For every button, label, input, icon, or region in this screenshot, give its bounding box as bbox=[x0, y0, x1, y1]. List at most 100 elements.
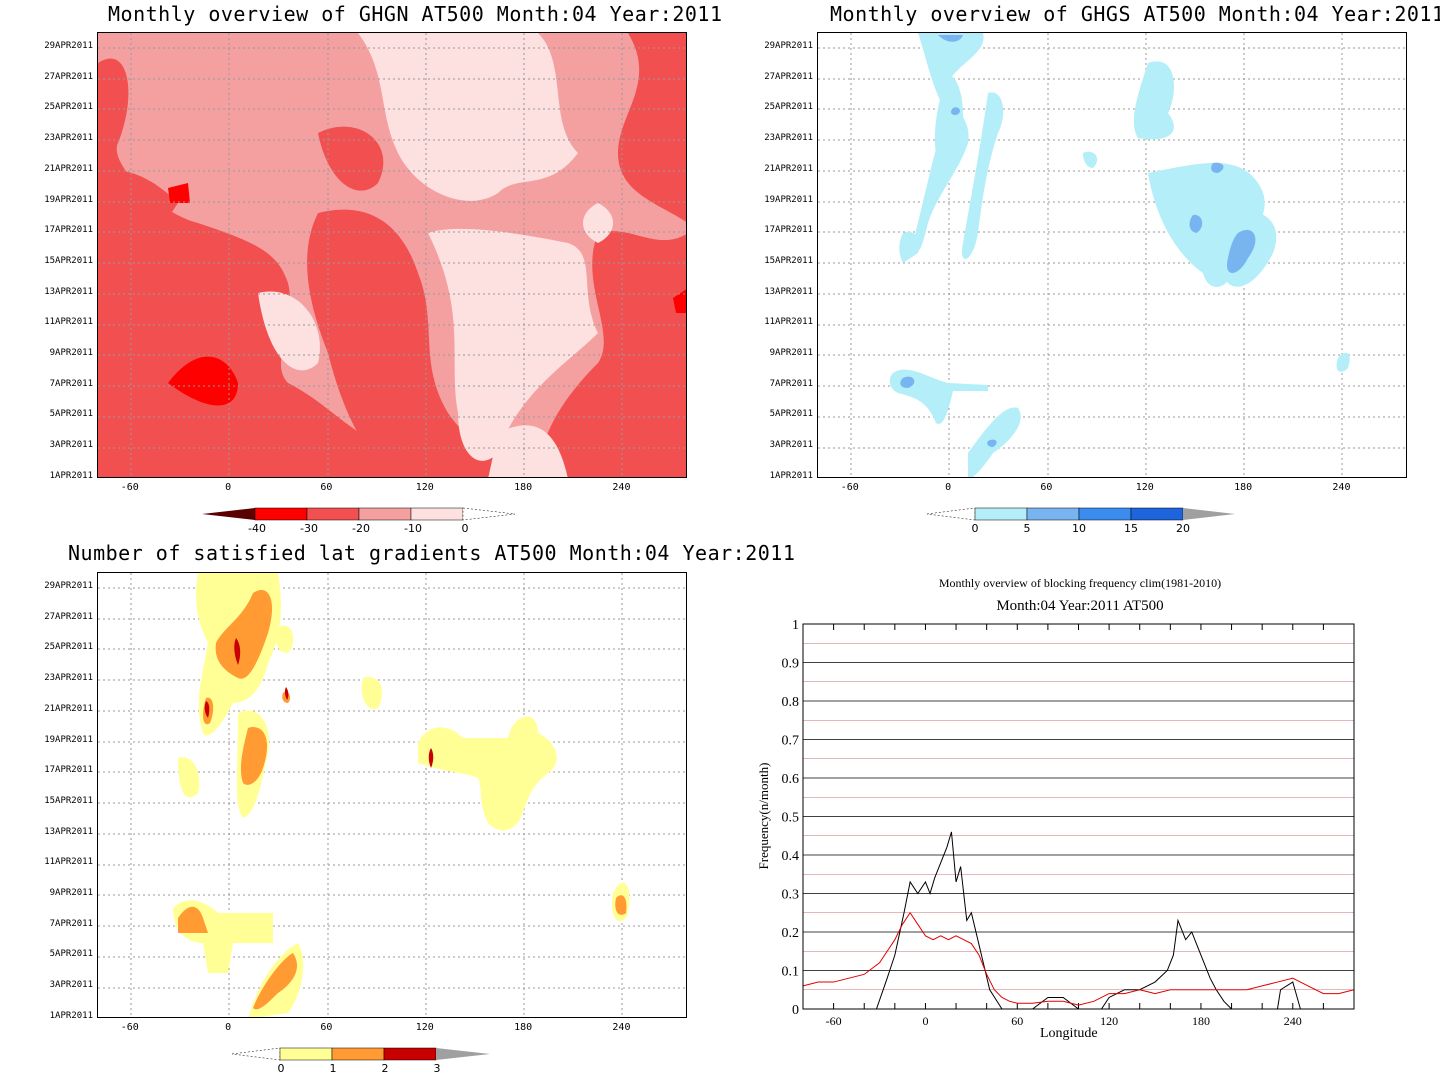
ghgn-x-tick-label: 120 bbox=[415, 482, 434, 493]
line-chart-y-tick-label: 0.4 bbox=[782, 849, 800, 864]
gradients-x-tick-label: 120 bbox=[415, 1022, 434, 1033]
line-chart-x-tick-label: -60 bbox=[826, 1014, 842, 1028]
gradients-colorbar bbox=[231, 1047, 490, 1061]
gradients-x-tick-label: 60 bbox=[320, 1022, 333, 1033]
ghgn-y-tick-label: 1APR2011 bbox=[49, 470, 93, 481]
ghgs-y-tick-label: 19APR2011 bbox=[764, 194, 813, 205]
ghgs-x-tick-label: 180 bbox=[1234, 482, 1253, 493]
line-chart: -60 0 60 120 180 240 0 0.1 0.2 0.3 0.4 0.5 0.6 0.7 0.8… bbox=[782, 618, 1355, 1028]
ghgs-cb-label-3: 15 bbox=[1124, 522, 1138, 535]
gradients-y-tick-label: 13APR2011 bbox=[44, 826, 93, 837]
line-chart-xlabel: Longitude bbox=[1040, 1026, 1098, 1041]
gradients-x-tick-label: 180 bbox=[514, 1022, 533, 1033]
ghgn-x-tick-label: 60 bbox=[320, 482, 333, 493]
ghgs-x-tick-label: -60 bbox=[840, 482, 859, 493]
ghgs-colorbar bbox=[926, 507, 1235, 521]
gradients-y-tick-label: 5APR2011 bbox=[49, 949, 93, 960]
ghgn-cb-label-4: 0 bbox=[461, 522, 469, 535]
ghgs-y-tick-label: 7APR2011 bbox=[769, 378, 813, 389]
ghgn-y-tick-label: 3APR2011 bbox=[49, 440, 93, 451]
ghgs-y-tick-label: 17APR2011 bbox=[764, 225, 813, 236]
line-chart-y-tick-label: 0 bbox=[792, 1003, 799, 1018]
gradients-cb-label-2: 2 bbox=[381, 1062, 389, 1075]
gradients-x-tick-label: 240 bbox=[612, 1022, 631, 1033]
ghgn-cb-label-1: -30 bbox=[300, 522, 318, 535]
line-chart-y-tick-label: 0.2 bbox=[782, 926, 800, 941]
ghgn-y-tick-label: 17APR2011 bbox=[44, 225, 93, 236]
ghgn-cb-label-2: -20 bbox=[352, 522, 370, 535]
ghgs-field bbox=[818, 33, 1406, 477]
ghgs-x-tick-label: 0 bbox=[945, 482, 952, 493]
gradients-y-tick-label: 17APR2011 bbox=[44, 765, 93, 776]
gradients-y-tick-label: 19APR2011 bbox=[44, 734, 93, 745]
gradients-y-tick-label: 27APR2011 bbox=[44, 611, 93, 622]
line-chart-y-tick-label: 0.3 bbox=[782, 888, 800, 903]
ghgs-x-tick-label: 60 bbox=[1040, 482, 1053, 493]
ghgn-x-tick-label: -60 bbox=[120, 482, 139, 493]
gradients-plot bbox=[97, 572, 687, 1018]
ghgs-cb-label-0: 0 bbox=[971, 522, 979, 535]
ghgs-y-tick-label: 25APR2011 bbox=[764, 102, 813, 113]
ghgn-y-tick-label: 11APR2011 bbox=[44, 317, 93, 328]
ghgn-y-tick-label: 15APR2011 bbox=[44, 255, 93, 266]
ghgn-y-tick-label: 29APR2011 bbox=[44, 41, 93, 51]
line-chart-y-tick-label: 0.8 bbox=[782, 695, 800, 710]
ghgs-y-tick-label: 11APR2011 bbox=[764, 317, 813, 328]
gradients-x-tick-label: 0 bbox=[225, 1022, 232, 1033]
line-chart-y-tick-label: 0.6 bbox=[782, 772, 800, 787]
line-chart-x-tick-label: 180 bbox=[1192, 1014, 1210, 1028]
line-chart-y-tick-label: 0.5 bbox=[782, 811, 800, 826]
ghgn-y-tick-label: 7APR2011 bbox=[49, 378, 93, 389]
ghgn-y-tick-label: 9APR2011 bbox=[49, 348, 93, 358]
gradients-y-tick-label: 9APR2011 bbox=[49, 888, 93, 898]
ghgn-x-tick-label: 0 bbox=[225, 482, 232, 493]
ghgs-y-tick-label: 9APR2011 bbox=[769, 348, 813, 358]
line-chart-frame bbox=[802, 623, 1355, 1010]
gradients-cb-label-1: 1 bbox=[329, 1062, 337, 1075]
ghgn-y-tick-label: 13APR2011 bbox=[44, 286, 93, 297]
ghgs-y-tick-label: 13APR2011 bbox=[764, 286, 813, 297]
ghgs-y-tick-label: 3APR2011 bbox=[769, 440, 813, 451]
gradients-x-tick-label: -60 bbox=[120, 1022, 139, 1033]
gradients-cb-label-0: 0 bbox=[277, 1062, 285, 1075]
gradients-y-tick-label: 3APR2011 bbox=[49, 980, 93, 991]
ghgn-y-tick-label: 25APR2011 bbox=[44, 102, 93, 113]
ghgn-y-tick-label: 27APR2011 bbox=[44, 71, 93, 82]
ghgs-x-tick-label: 240 bbox=[1332, 482, 1351, 493]
ghgs-x-tick-label: 120 bbox=[1135, 482, 1154, 493]
line-chart-x-tick-label: 60 bbox=[1011, 1014, 1023, 1028]
gradients-title: Number of satisfied lat gradients AT500 … bbox=[68, 541, 796, 565]
line-chart-title: Monthly overview of blocking frequency c… bbox=[938, 576, 1222, 590]
ghgs-plot bbox=[817, 32, 1407, 478]
line-chart-series-1 bbox=[802, 911, 1355, 1006]
ghgn-y-tick-label: 21APR2011 bbox=[44, 163, 93, 174]
ghgs-cb-label-2: 10 bbox=[1072, 522, 1086, 535]
ghgs-cb-label-4: 20 bbox=[1176, 522, 1190, 535]
ghgs-y-tick-label: 15APR2011 bbox=[764, 255, 813, 266]
line-chart-y-tick-label: 0.9 bbox=[782, 657, 800, 672]
line-chart-y-tick-label: 0.7 bbox=[782, 734, 800, 749]
ghgn-x-tick-label: 180 bbox=[514, 482, 533, 493]
gradients-field bbox=[98, 573, 686, 1017]
gradients-y-tick-label: 25APR2011 bbox=[44, 642, 93, 653]
ghgs-y-tick-label: 27APR2011 bbox=[764, 71, 813, 82]
ghgs-y-tick-label: 23APR2011 bbox=[764, 133, 813, 144]
ghgs-title: Monthly overview of GHGS AT500 Month:04 … bbox=[830, 2, 1440, 26]
line-chart-y-tick-label: 1 bbox=[792, 618, 799, 633]
ghgn-y-tick-label: 23APR2011 bbox=[44, 133, 93, 144]
gradients-y-tick-label: 11APR2011 bbox=[44, 857, 93, 868]
ghgs-y-tick-label: 1APR2011 bbox=[769, 470, 813, 481]
line-chart-subtitle: Month:04 Year:2011 AT500 bbox=[996, 598, 1164, 614]
gradients-y-tick-label: 29APR2011 bbox=[44, 581, 93, 591]
ghgn-y-tick-label: 19APR2011 bbox=[44, 194, 93, 205]
line-chart-y-tick-label: 0.1 bbox=[782, 965, 800, 980]
gradients-y-tick-label: 23APR2011 bbox=[44, 673, 93, 684]
ghgn-title: Monthly overview of GHGN AT500 Month:04 … bbox=[108, 2, 723, 26]
line-chart-ylabel: Frequency(n/month) bbox=[756, 762, 771, 870]
line-chart-x-tick-label: 120 bbox=[1100, 1014, 1118, 1028]
gradients-cb-label-3: 3 bbox=[433, 1062, 441, 1075]
gradients-y-tick-label: 1APR2011 bbox=[49, 1010, 93, 1021]
gradients-y-tick-label: 15APR2011 bbox=[44, 795, 93, 806]
ghgn-plot bbox=[97, 32, 687, 478]
ghgn-cb-label-3: -10 bbox=[404, 522, 422, 535]
